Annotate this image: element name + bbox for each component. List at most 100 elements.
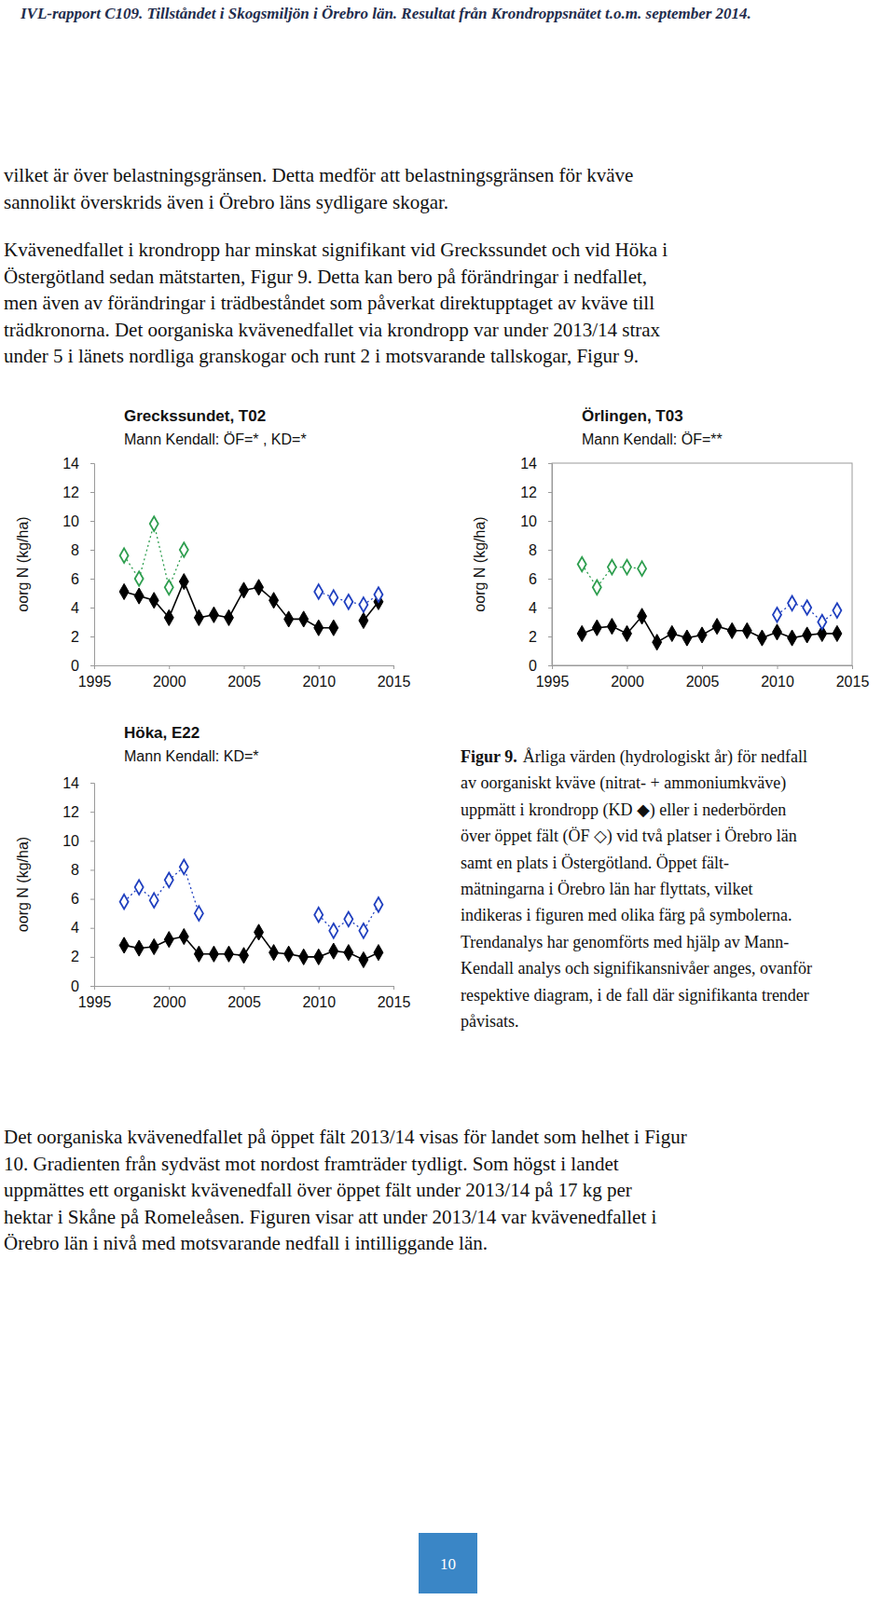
caption-line: Figur 9.Årliga värden (hydrologiskt år) … — [460, 747, 808, 768]
series-line — [123, 523, 184, 588]
tick-label: 10 — [62, 513, 80, 530]
data-point — [299, 611, 309, 628]
axis-line — [95, 987, 395, 992]
tick-mark — [244, 665, 246, 670]
tick-label: 1995 — [536, 674, 570, 690]
data-point — [344, 945, 354, 962]
data-point — [254, 924, 264, 941]
plot-frame — [551, 463, 853, 666]
tick-mark — [548, 578, 552, 580]
caption-text: Årliga värden (hydrologiskt år) för nedf… — [523, 747, 808, 768]
tick: 0 — [70, 658, 95, 675]
data-point — [284, 946, 294, 963]
tick-mark — [548, 463, 552, 465]
tick-label: 10 — [520, 513, 537, 530]
tick-label: 2000 — [152, 994, 187, 1011]
data-point — [832, 603, 841, 619]
tick-label: 2000 — [610, 674, 645, 690]
x-axis: 19952000200520102015 — [78, 986, 412, 1011]
paragraph-line: sannolikt överskrids även i Örebro läns … — [3, 191, 449, 214]
data-point — [179, 860, 189, 876]
y-axis-label: oorg N (kg/ha) — [14, 516, 31, 612]
tick: 10 — [62, 513, 95, 530]
tick-label: 8 — [70, 862, 80, 879]
axis-line — [90, 784, 96, 988]
data-point — [314, 908, 323, 923]
paragraph-line: Örebro län i nivå med motsvarande nedfal… — [3, 1232, 488, 1255]
tick-label: 4 — [70, 920, 80, 937]
tick-mark — [90, 899, 95, 901]
data-point — [787, 630, 798, 647]
data-point — [344, 594, 353, 610]
tick-mark — [548, 665, 552, 667]
data-point — [652, 634, 662, 651]
tick-mark — [551, 665, 553, 670]
data-point — [134, 588, 144, 605]
data-point — [727, 622, 737, 639]
tick-mark — [90, 607, 95, 609]
tick-label: 10 — [62, 833, 80, 850]
tick-label: 14 — [62, 455, 80, 472]
data-point — [622, 625, 633, 642]
page-header: IVL-rapport C109. Tillståndet i Skogsmil… — [19, 4, 752, 23]
data-point — [149, 938, 159, 955]
series-line — [581, 616, 838, 643]
chart: Höka, E22Mann Kendall: KD=*oorg N (kg/ha… — [14, 724, 411, 1011]
tick: 2015 — [377, 986, 412, 1011]
tick: 2005 — [686, 665, 720, 690]
tick: 14 — [520, 455, 552, 472]
chart: Greckssundet, T02Mann Kendall: ÖF=* , KD… — [14, 407, 411, 690]
tick-label: 6 — [528, 571, 537, 588]
caption-line: Trendanalys har genomförts med hjälp av … — [460, 933, 789, 952]
paragraph-line: under 5 i länets nordliga granskogar och… — [3, 344, 639, 368]
page: IVL-rapport C109. Tillståndet i Skogsmil… — [0, 0, 895, 1600]
y-axis-label: oorg N (kg/ha) — [471, 516, 488, 612]
data-point — [119, 937, 129, 954]
caption-line: samt en plats i Östergötland. Öppet fält… — [460, 853, 730, 873]
data-point — [179, 542, 189, 558]
data-point — [344, 912, 353, 928]
paragraph-line: men även av förändringar i trädbeståndet… — [3, 291, 655, 315]
data-point — [592, 619, 602, 636]
tick-mark — [548, 492, 552, 494]
data-point — [358, 597, 368, 613]
data-point — [194, 906, 204, 922]
data-point — [592, 580, 602, 596]
plot-area — [577, 557, 842, 651]
tick: 4 — [70, 600, 95, 617]
tick-label: 8 — [70, 542, 80, 559]
tick-mark — [168, 986, 170, 991]
caption-line: av oorganiskt kväve (nitrat- + ammoniumk… — [460, 773, 786, 794]
tick-mark — [90, 665, 95, 667]
data-point — [682, 630, 692, 647]
tick-mark — [852, 665, 854, 670]
tick-label: 2015 — [836, 674, 870, 690]
tick-label: 4 — [528, 600, 537, 617]
tick: 2010 — [302, 986, 336, 1011]
tick-mark — [90, 521, 95, 523]
tick: 2005 — [227, 665, 262, 690]
data-point — [193, 946, 204, 963]
data-point — [772, 607, 782, 623]
tick: 2 — [70, 949, 95, 965]
data-point — [269, 945, 279, 962]
y-axis: 02468101214 — [520, 455, 552, 675]
data-point — [802, 627, 813, 644]
caption-line: mätningarna i Örebro län har flyttats, v… — [460, 880, 753, 899]
data-point — [239, 948, 249, 964]
data-point — [757, 630, 767, 647]
tick-mark — [393, 665, 395, 670]
tick-mark — [94, 986, 96, 991]
data-point — [120, 548, 129, 564]
tick: 8 — [70, 542, 95, 559]
tick-mark — [244, 986, 246, 991]
data-point — [373, 945, 384, 962]
paragraph-line: uppmättes ett organiskt kvävenedfall öve… — [3, 1179, 633, 1202]
axis-line — [95, 666, 395, 671]
tick-mark — [90, 783, 95, 785]
tick-mark — [90, 928, 95, 930]
tick-mark — [548, 636, 552, 638]
chart-subtitle: Mann Kendall: ÖF=** — [581, 431, 723, 448]
tick: 2015 — [377, 665, 412, 690]
tick: 8 — [70, 862, 95, 879]
